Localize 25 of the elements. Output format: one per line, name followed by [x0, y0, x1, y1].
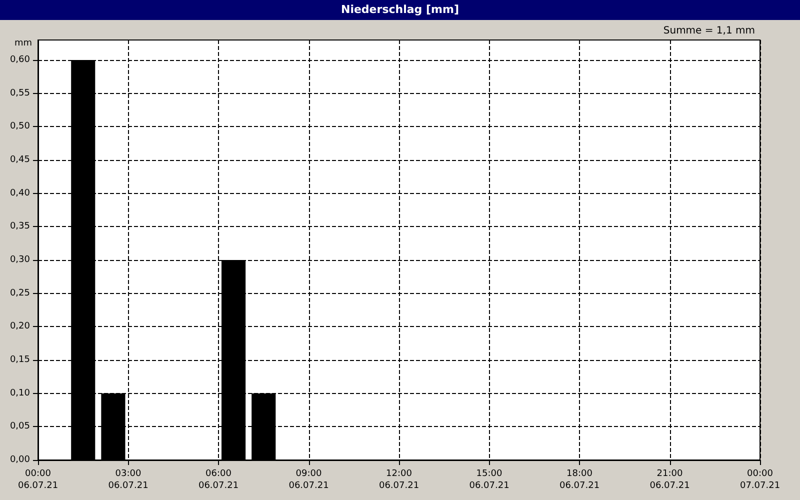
- y-tick-label: 0,20: [10, 322, 30, 332]
- y-tick-label: 0,15: [10, 355, 30, 365]
- y-tick-label: 0,55: [10, 88, 30, 98]
- y-tick-label: 0,25: [10, 288, 30, 298]
- y-tick-label: 0,00: [10, 455, 30, 465]
- y-tick-label: 0,60: [10, 55, 30, 65]
- y-tick-label: 0,40: [10, 188, 30, 198]
- y-tick-label: 0,30: [10, 255, 30, 265]
- x-tick-label: 12:00 06.07.21: [378, 469, 420, 491]
- x-tick-label: 06:00 06.07.21: [198, 469, 239, 491]
- x-tick-label: 00:00 07.07.21: [740, 469, 780, 491]
- x-tick-label: 00:00 06.07.21: [18, 469, 58, 491]
- x-tick-label: 03:00 06.07.21: [108, 469, 148, 491]
- y-tick-label: 0,45: [10, 155, 30, 165]
- chart-title: Niederschlag [mm]: [0, 0, 800, 20]
- x-tick-label: 09:00 06.07.21: [288, 469, 329, 491]
- x-tick-label: 18:00 06.07.21: [559, 469, 600, 491]
- x-tick-label: 21:00 06.07.21: [650, 469, 690, 491]
- y-tick-label: 0,05: [10, 422, 30, 432]
- text: Summe = 1,1 mm: [663, 26, 756, 36]
- y-tick-label: 0,10: [10, 388, 30, 398]
- y-axis-title: mm: [14, 38, 32, 48]
- y-tick-label: 0,50: [10, 122, 30, 132]
- x-tick-label: 15:00 06.07.21: [469, 469, 510, 491]
- y-tick-label: 0,35: [10, 222, 30, 232]
